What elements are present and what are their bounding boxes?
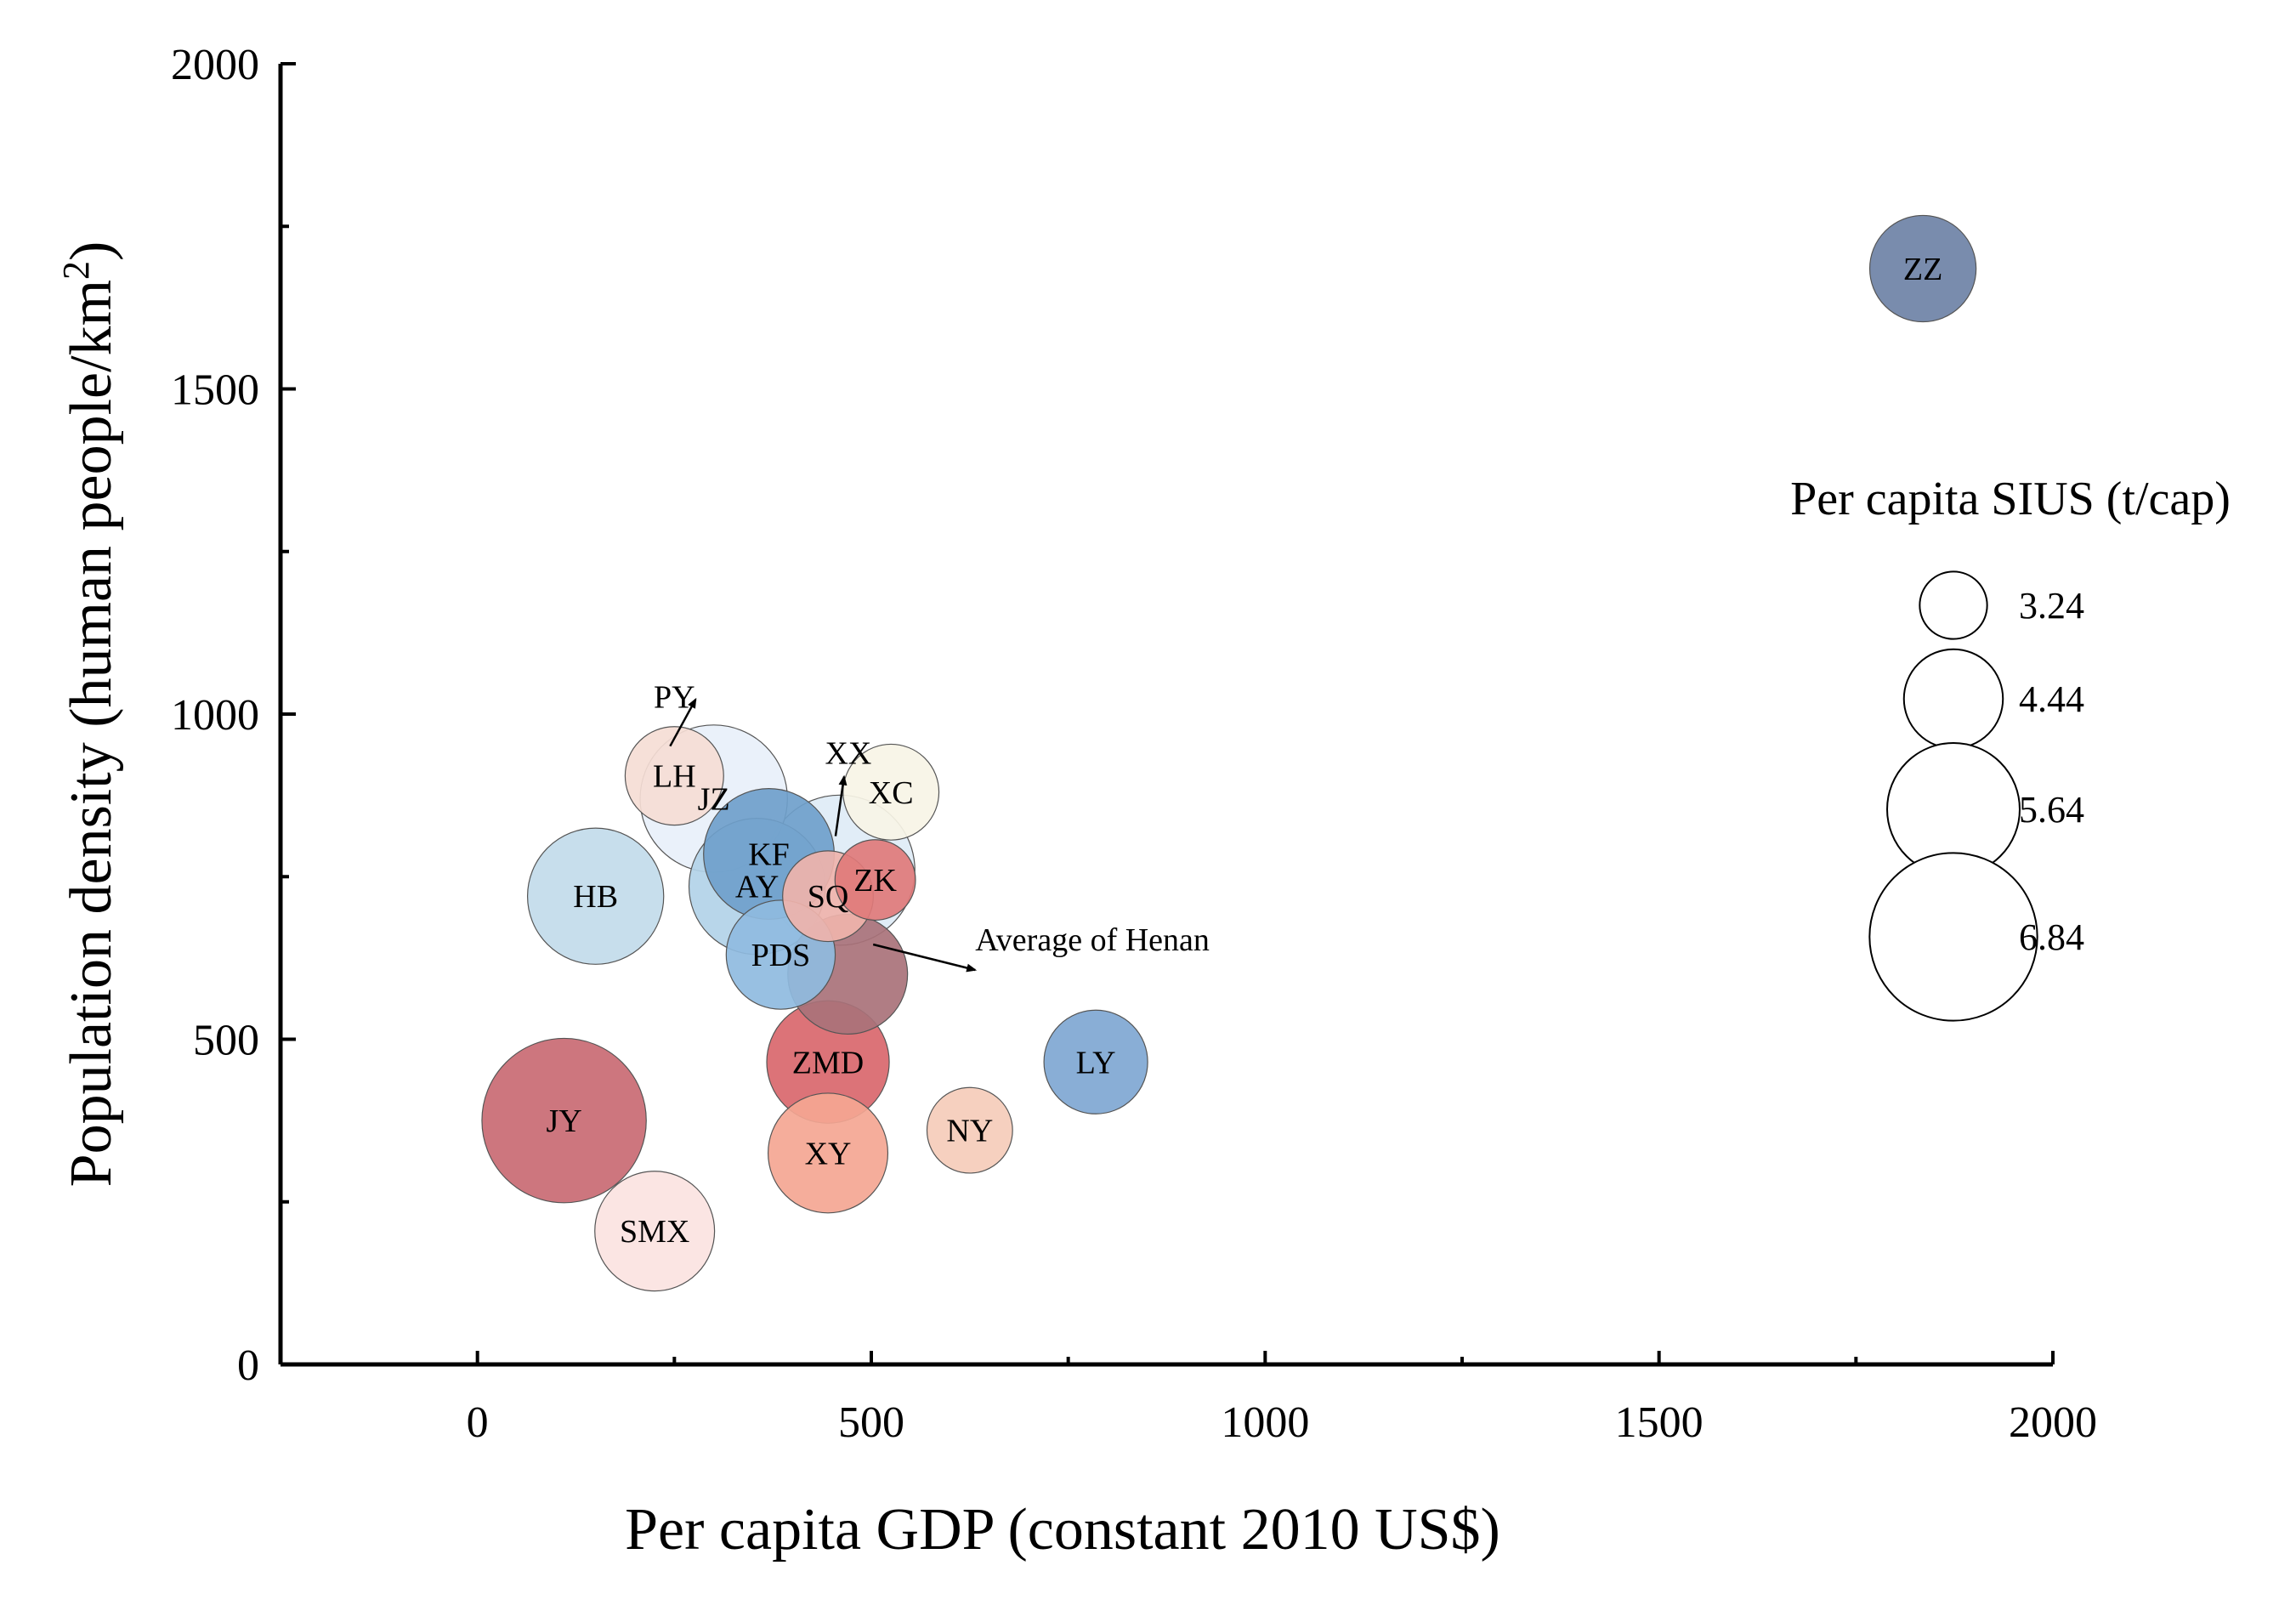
legend-title: Per capita SIUS (t/cap) <box>1790 473 2231 525</box>
bubble-label: PDS <box>751 938 811 973</box>
bubble <box>526 827 665 965</box>
legend-label: 5.64 <box>2019 789 2084 831</box>
bubble-label: XC <box>869 775 914 811</box>
x-tick-label: 2000 <box>2009 1398 2097 1447</box>
size-legend: Per capita SIUS (t/cap) 3.24 4.44 5.64 6.84 <box>1790 473 2231 1022</box>
x-tick-label: 500 <box>838 1398 904 1447</box>
bubble <box>768 1092 889 1214</box>
y-axis-title-main: Population density (human people/km <box>59 280 124 1187</box>
bubble-label: SMX <box>620 1214 689 1250</box>
bubble-label: AY <box>735 870 779 905</box>
legend-label: 6.84 <box>2019 916 2084 958</box>
bubble <box>842 743 940 841</box>
legend-label: 4.44 <box>2019 678 2084 720</box>
x-tick-label: 1000 <box>1221 1398 1309 1447</box>
bubble <box>1868 214 1977 323</box>
legend-circle <box>1868 852 2038 1022</box>
x-tick-label: 0 <box>467 1398 489 1447</box>
bubble-label: NY <box>946 1114 993 1149</box>
annotations: PY XX Average of Henan <box>654 680 1210 973</box>
legend-label: 3.24 <box>2019 585 2084 627</box>
bubble-label: ZMD <box>792 1045 864 1080</box>
bubble <box>624 726 724 826</box>
y-tick-label: 2000 <box>171 41 259 89</box>
bubble <box>926 1086 1013 1174</box>
annotation-arrow <box>669 697 697 747</box>
y-axis-title-superscript: 2 <box>55 261 97 280</box>
bubble-label: ZZ <box>1903 252 1942 287</box>
bubble <box>481 1037 647 1204</box>
y-tick-label: 1000 <box>171 691 259 740</box>
bubble <box>834 839 916 922</box>
bubble-label: JZ <box>698 781 730 817</box>
bubble-label: JY <box>546 1103 581 1139</box>
bubble-label: LY <box>1076 1045 1116 1080</box>
y-axis-title: Population density (human people/km2) <box>55 241 124 1188</box>
y-tick-label: 0 <box>237 1341 259 1390</box>
bubble-label: KF <box>748 837 790 872</box>
x-tick-label: 1500 <box>1615 1398 1704 1447</box>
bubble-label: LH <box>653 759 696 795</box>
axis-ticks: 0 500 1000 1500 2000 0 500 1000 1500 2000 <box>171 41 2097 1447</box>
annotation-label: Average of Henan <box>975 922 1210 958</box>
bubble-label: ZK <box>853 863 897 899</box>
bubble-label: HB <box>573 879 618 915</box>
y-tick-label: 500 <box>193 1017 259 1065</box>
y-tick-label: 1500 <box>171 366 259 415</box>
bubble-label: XY <box>805 1136 852 1171</box>
annotation-label: XX <box>825 736 871 772</box>
legend-circle <box>1919 570 1988 640</box>
bubble <box>1043 1009 1148 1114</box>
annotation-arrow <box>834 774 848 837</box>
x-axis-title: Per capita GDP (constant 2010 US$) <box>625 1497 1500 1562</box>
y-axis-title-end: ) <box>59 241 124 261</box>
bubble <box>594 1171 716 1292</box>
legend-circle <box>1902 648 2004 750</box>
annotation-label: PY <box>654 680 695 716</box>
bubble-label: SQ <box>808 879 849 915</box>
annotation-arrow <box>872 943 978 973</box>
